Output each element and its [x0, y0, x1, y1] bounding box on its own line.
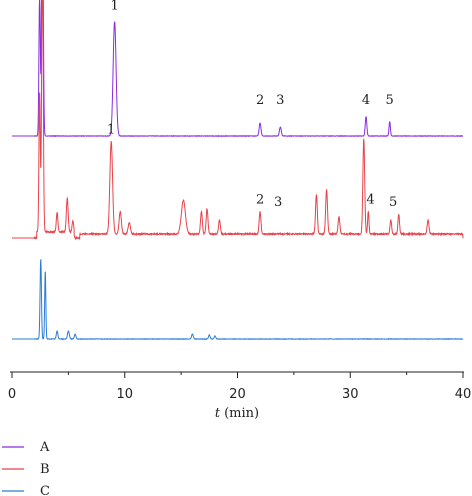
x-tick-label-10: 10 [116, 387, 133, 402]
x-tick-label-0: 0 [8, 387, 16, 402]
legend: ABC [2, 440, 50, 496]
x-ticks: 0 10 20 30 40 [8, 372, 471, 402]
peak-labels: 12 3 4 512 3 4 5 [107, 0, 397, 210]
x-axis-label-unit: (min) [224, 406, 259, 421]
x-tick-label-40: 40 [455, 387, 472, 402]
x-axis-label-variable: t [215, 406, 221, 421]
peak-label-a-5: 5 [386, 93, 394, 108]
peak-label-a-1: 1 [110, 0, 118, 14]
peak-label-b-4: 4 [366, 193, 374, 208]
legend-label-b: B [40, 462, 50, 477]
peak-label-a-4: 4 [362, 93, 370, 108]
peak-label-b-5: 5 [389, 195, 397, 210]
legend-label-a: A [39, 440, 50, 455]
peak-label-a-3: 3 [276, 93, 284, 108]
chromatogram-traces [12, 0, 464, 341]
peak-label-b-3: 3 [274, 195, 282, 210]
x-axis-label: t (min) [215, 406, 259, 421]
peak-label-b-1: 1 [107, 123, 115, 138]
x-tick-label-30: 30 [342, 387, 359, 402]
x-axis: 0 10 20 30 40 t (min) [8, 371, 471, 421]
peak-label-b-2: 2 [256, 193, 264, 208]
trace-c [12, 258, 464, 341]
x-tick-label-20: 20 [229, 387, 246, 402]
trace-a [12, 0, 464, 138]
legend-label-c: C [40, 484, 50, 496]
trace-b [12, 0, 464, 241]
peak-label-a-2: 2 [256, 93, 264, 108]
